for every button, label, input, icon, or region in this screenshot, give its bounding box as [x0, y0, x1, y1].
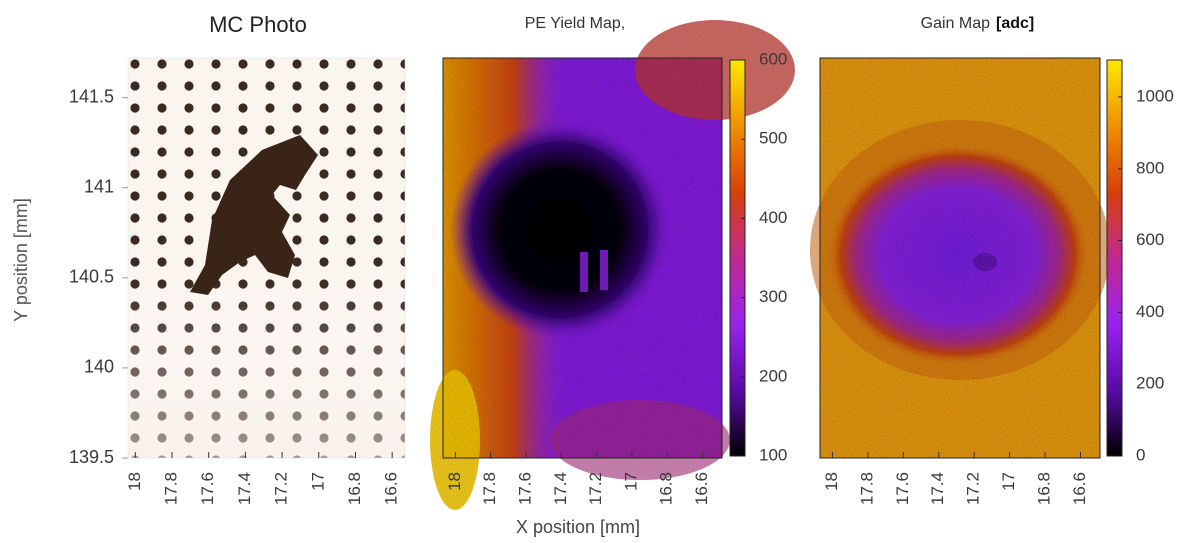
x-tick-label: 17.4 [235, 472, 254, 505]
colorbar-tick-label: 1000 [1136, 86, 1174, 105]
colorbar-tick-label: 400 [1136, 302, 1164, 321]
photo [127, 57, 406, 459]
x-axis-label: X position [mm] [516, 517, 640, 537]
colorbar-tick-label: 400 [759, 208, 787, 227]
colorbar-tick-label: 200 [1136, 374, 1164, 393]
x-tick-label: 17 [999, 472, 1018, 491]
panel-title: MC Photo [209, 12, 307, 37]
y-tick-label: 140 [84, 357, 114, 377]
colorbar-tick-label: 600 [759, 49, 787, 68]
x-tick-label: 17.6 [515, 472, 534, 505]
x-tick-label: 17 [308, 472, 327, 491]
x-tick-label: 17.6 [893, 472, 912, 505]
units: [adc] [996, 15, 1034, 32]
panel-title: Gain Map [921, 15, 990, 32]
x-tick-label: 17.2 [586, 472, 605, 505]
x-tick-label: 16.6 [382, 472, 401, 505]
x-tick-label: 16.6 [692, 472, 711, 505]
y-tick-label: 139.5 [69, 447, 114, 467]
colorbar-tick-label: 0 [1136, 445, 1145, 464]
x-tick-label: 16.8 [657, 472, 676, 505]
x-tick-label: 18 [125, 472, 144, 491]
x-tick-label: 16.8 [1035, 472, 1054, 505]
x-tick-label: 17 [621, 472, 640, 491]
x-tick-label: 18 [445, 472, 464, 491]
y-tick-label: 141.5 [69, 86, 114, 106]
x-tick-label: 17.8 [480, 472, 499, 505]
colorbar-tick-label: 800 [1136, 158, 1164, 177]
y-tick-label: 140.5 [69, 267, 114, 287]
pe-heatmap [430, 20, 795, 510]
x-tick-label: 17.4 [928, 472, 947, 505]
x-tick-label: 18 [822, 472, 841, 491]
colorbar-tick-label: 100 [759, 445, 787, 464]
x-tick-label: 17.2 [964, 472, 983, 505]
colorbar-tick-label: 600 [1136, 230, 1164, 249]
colorbar-tick-label: 500 [759, 129, 787, 148]
y-axis-label: Y position [mm] [11, 198, 31, 322]
x-tick-label: 17.2 [272, 472, 291, 505]
x-tick-label: 17.4 [551, 472, 570, 505]
x-tick-label: 17.8 [162, 472, 181, 505]
x-tick-label: 16.8 [345, 472, 364, 505]
panel-title: PE Yield Map, [525, 15, 626, 32]
x-tick-label: 17.8 [857, 472, 876, 505]
colorbar [1106, 59, 1123, 457]
gain-heatmap [810, 58, 1110, 458]
colorbar [729, 59, 746, 457]
colorbar-tick-label: 300 [759, 287, 787, 306]
x-tick-label: 17.6 [198, 472, 217, 505]
plot-frame [819, 57, 1101, 459]
plot-frame [442, 57, 723, 459]
x-tick-label: 16.6 [1070, 472, 1089, 505]
colorbar-tick-label: 200 [759, 366, 787, 385]
y-tick-label: 141 [84, 176, 114, 196]
